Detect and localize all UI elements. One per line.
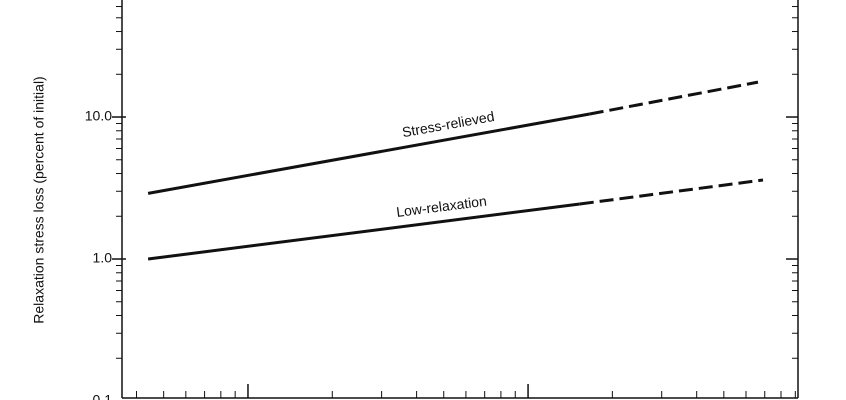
series-label: Low-relaxation <box>395 193 487 220</box>
y-tick-label: 0.1 <box>93 392 113 400</box>
series-line <box>147 202 580 261</box>
series-line <box>589 80 759 116</box>
series-label: Stress-relieved <box>401 108 496 140</box>
series-line <box>147 112 590 195</box>
y-tick-label: 10.0 <box>85 108 112 124</box>
series-line <box>579 178 764 206</box>
y-axis-label: Relaxation stress loss (percent of initi… <box>31 76 47 323</box>
y-tick-label: 1.0 <box>93 250 113 266</box>
